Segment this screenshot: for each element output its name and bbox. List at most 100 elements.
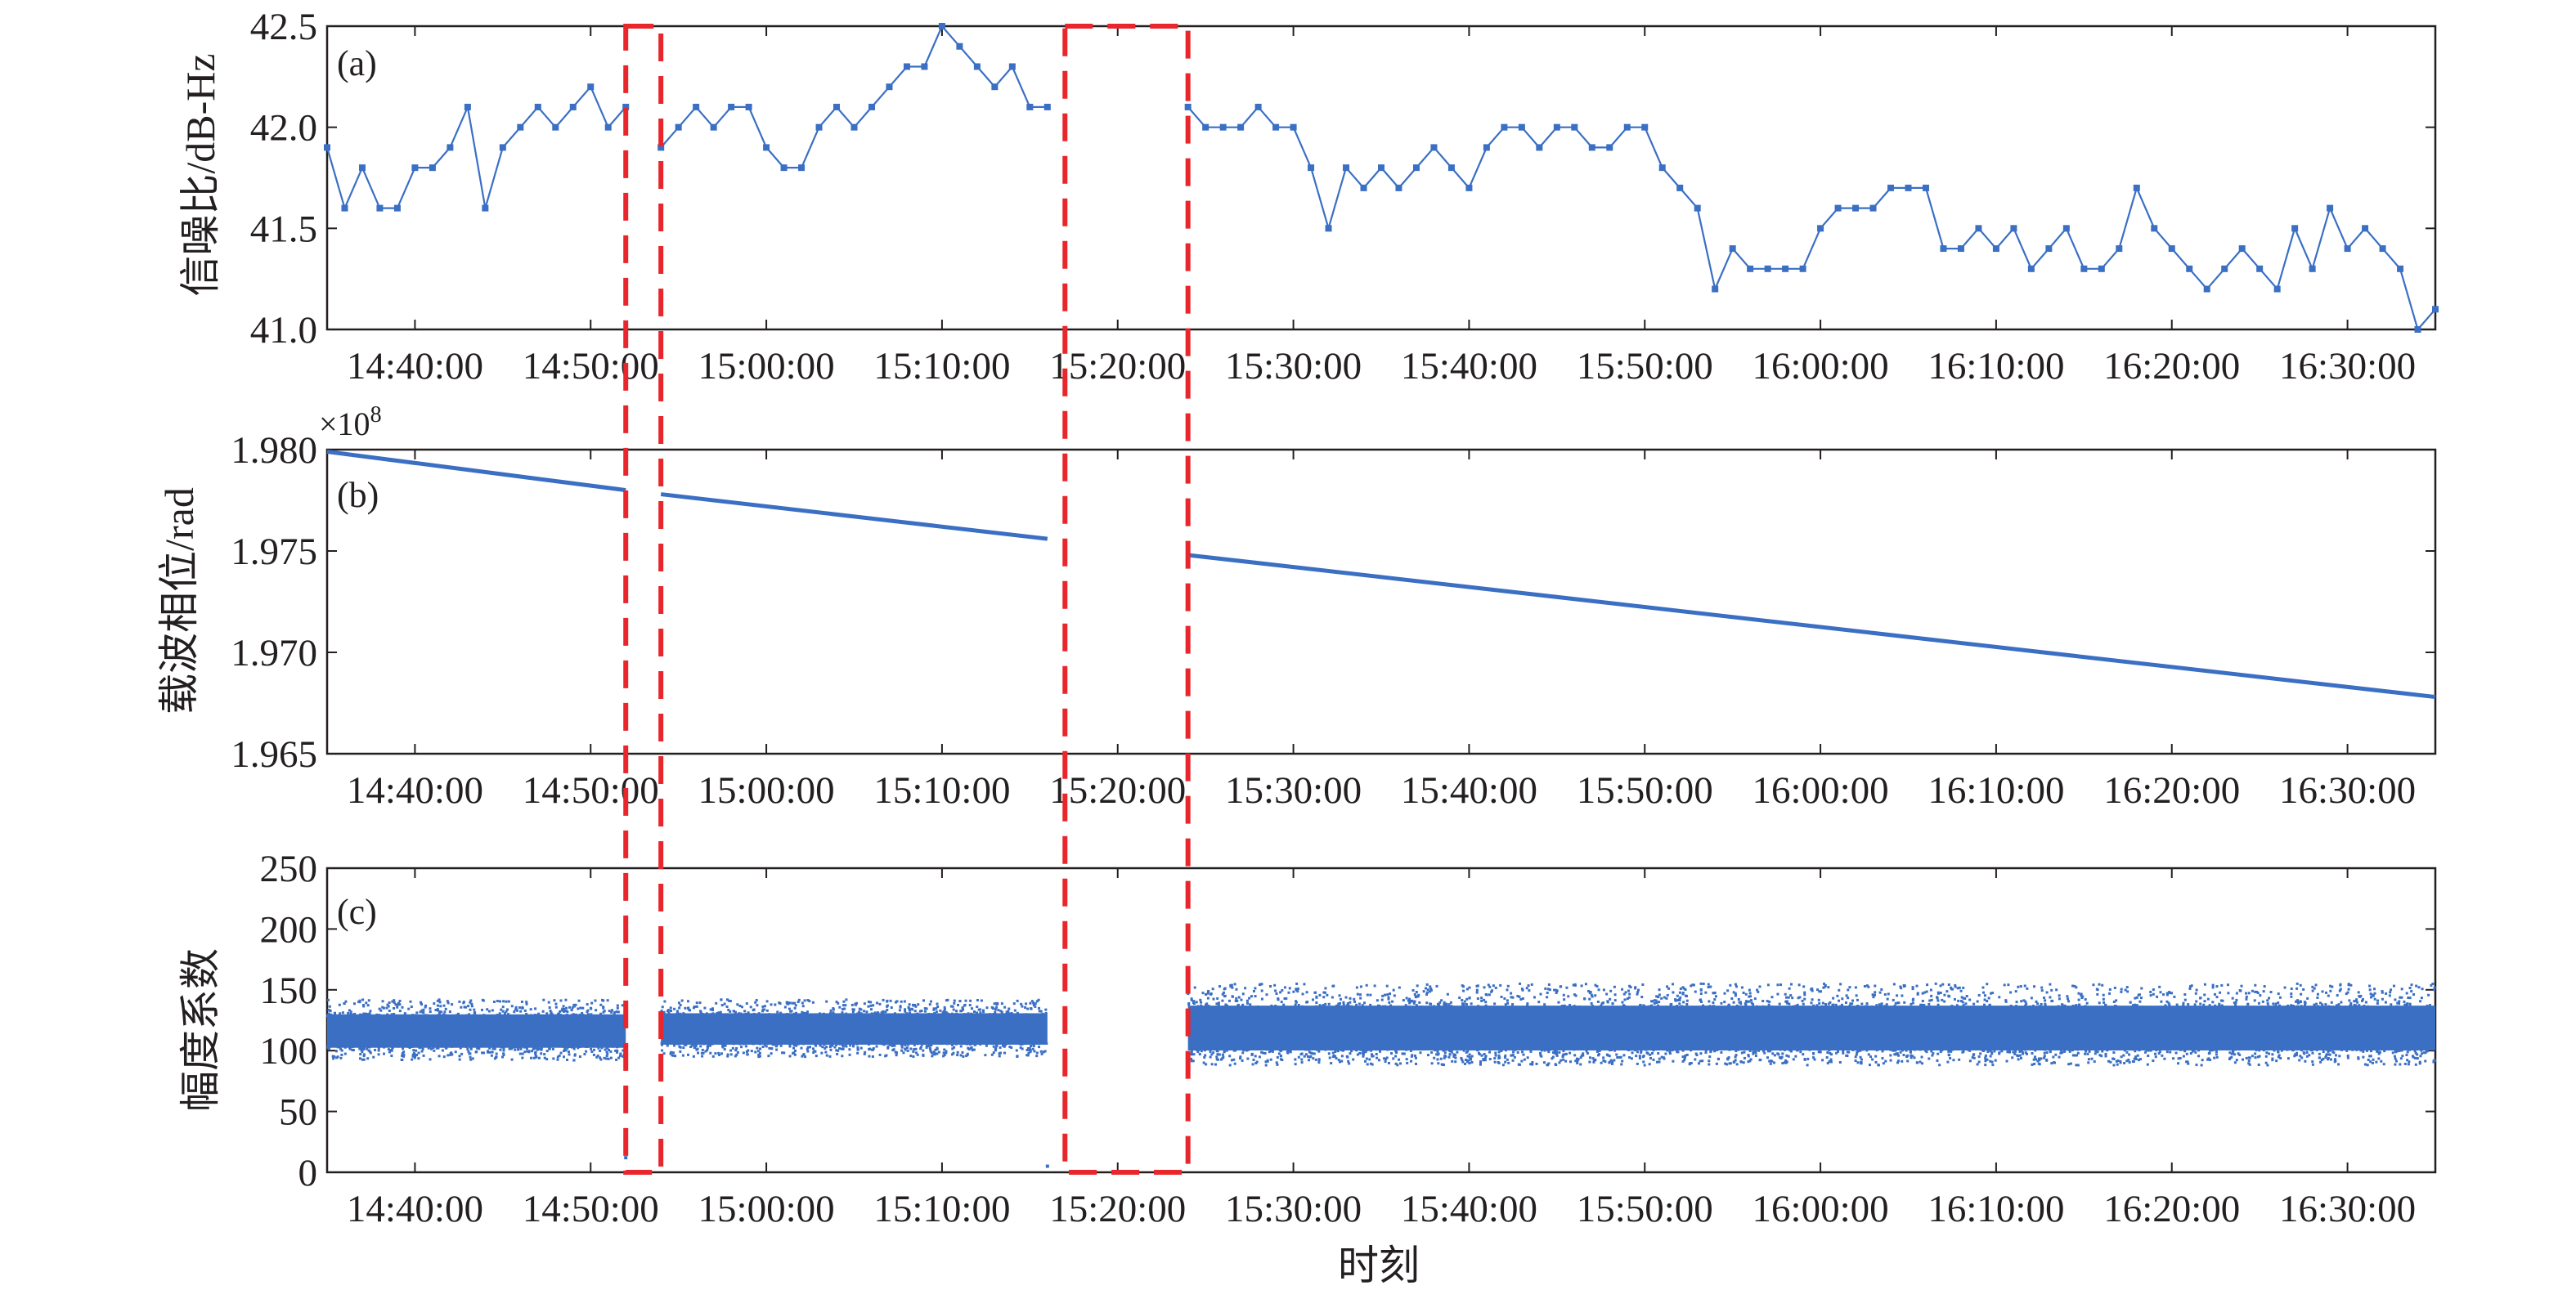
scatter-point: [1911, 1006, 1914, 1010]
x-tick-label: 14:40:00: [347, 1188, 483, 1230]
data-point: [2133, 184, 2140, 191]
scatter-point: [1028, 1046, 1031, 1050]
scatter-point: [1462, 1049, 1465, 1052]
scatter-point: [1247, 1048, 1250, 1051]
scatter-point: [1483, 1048, 1487, 1051]
scatter-point: [557, 1012, 560, 1015]
scatter-point: [1810, 1001, 1813, 1005]
scatter-point: [1200, 1001, 1203, 1004]
scatter-point: [2305, 1048, 2309, 1051]
scatter-point: [1639, 1003, 1642, 1006]
scatter-point: [1392, 1057, 1395, 1060]
scatter-point: [2393, 1055, 2396, 1058]
scatter-point: [673, 1044, 676, 1047]
scatter-point: [744, 1013, 747, 1016]
scatter-point: [404, 1014, 407, 1017]
scatter-point: [2087, 1058, 2090, 1061]
scatter-point: [1593, 1058, 1596, 1061]
scatter-point: [693, 1043, 697, 1046]
scatter-point: [2167, 1001, 2170, 1005]
scatter-point: [825, 1000, 828, 1003]
scatter-point: [723, 1042, 726, 1046]
scatter-point: [745, 1002, 748, 1006]
scatter-point: [1440, 999, 1443, 1002]
scatter-point: [1676, 999, 1680, 1002]
scatter-point: [1690, 984, 1693, 988]
scatter-point: [1277, 1052, 1281, 1055]
scatter-point: [2129, 1001, 2132, 1004]
scatter-point: [801, 1055, 804, 1058]
scatter-point: [469, 1046, 472, 1049]
scatter-point: [1236, 1003, 1240, 1006]
scatter-point: [2414, 1051, 2417, 1055]
scatter-point: [393, 1014, 396, 1017]
scatter-point: [1811, 987, 1814, 990]
scatter-point: [840, 1047, 843, 1050]
scatter-point: [1678, 1002, 1681, 1006]
scatter-point: [502, 1053, 505, 1056]
scatter-point: [872, 1046, 875, 1050]
data-point: [587, 83, 595, 91]
scatter-point: [382, 1006, 385, 1010]
scatter-point: [1754, 1055, 1757, 1058]
x-tick-label: 15:00:00: [698, 345, 835, 387]
scatter-point: [420, 1002, 423, 1006]
scatter-point: [732, 1042, 735, 1046]
scatter-point: [339, 1046, 342, 1049]
scatter-point: [1665, 997, 1668, 1000]
scatter-point: [1948, 995, 1951, 998]
scatter-point: [505, 1000, 508, 1003]
scatter-point: [1485, 993, 1488, 997]
scatter-point: [943, 1008, 946, 1011]
scatter-point: [765, 1000, 769, 1003]
scatter-point: [934, 1048, 937, 1051]
scatter-point: [458, 1000, 461, 1003]
data-point: [1676, 184, 1684, 191]
scatter-point: [1429, 1006, 1433, 1009]
scatter-point: [2080, 997, 2084, 1000]
scatter-point: [746, 1053, 749, 1056]
scatter-point: [1723, 992, 1726, 995]
scatter-point: [1936, 991, 1940, 994]
scatter-point: [2324, 1055, 2327, 1059]
scatter-point: [666, 1010, 670, 1013]
scatter-point: [1865, 1049, 1869, 1052]
scatter-point: [2013, 1047, 2016, 1050]
scatter-point: [2211, 983, 2215, 987]
scatter-point: [2277, 1050, 2280, 1054]
scatter-point: [1422, 990, 1425, 993]
scatter-point: [981, 1009, 985, 1012]
scatter-point: [1241, 1005, 1245, 1008]
scatter-point: [1921, 999, 1924, 1002]
scatter-point: [1674, 998, 1677, 1001]
scatter-point: [572, 1003, 576, 1006]
scatter-point: [1824, 1003, 1827, 1006]
scatter-point: [2355, 1006, 2358, 1010]
scatter-point: [1652, 1047, 1655, 1050]
y-tick-label: 1.970: [231, 632, 317, 674]
scatter-point: [451, 1045, 454, 1048]
scatter-point: [577, 1007, 580, 1010]
scatter-point: [1212, 1006, 1215, 1010]
scatter-point: [2245, 1006, 2248, 1009]
scatter-point: [540, 1046, 543, 1050]
scatter-point: [1539, 1051, 1542, 1055]
scatter-point: [1865, 984, 1869, 988]
scatter-point: [393, 1013, 396, 1016]
scatter-point: [1521, 997, 1524, 1001]
scatter-point: [1613, 1059, 1616, 1062]
scatter-point: [501, 1055, 505, 1059]
scatter-point: [2330, 1001, 2333, 1004]
scatter-point: [2315, 1006, 2318, 1010]
scatter-point: [1658, 1001, 1661, 1004]
scatter-point: [2400, 1049, 2403, 1052]
scatter-point: [864, 1050, 867, 1054]
scatter-point: [1369, 1062, 1372, 1065]
scatter-point: [1430, 1062, 1434, 1065]
scatter-point: [1750, 1048, 1753, 1051]
scatter-point: [1019, 1046, 1022, 1049]
scatter-point: [1616, 1006, 1619, 1009]
scatter-point: [1210, 1053, 1214, 1056]
scatter-point: [919, 1046, 922, 1049]
scatter-point: [985, 1044, 988, 1047]
